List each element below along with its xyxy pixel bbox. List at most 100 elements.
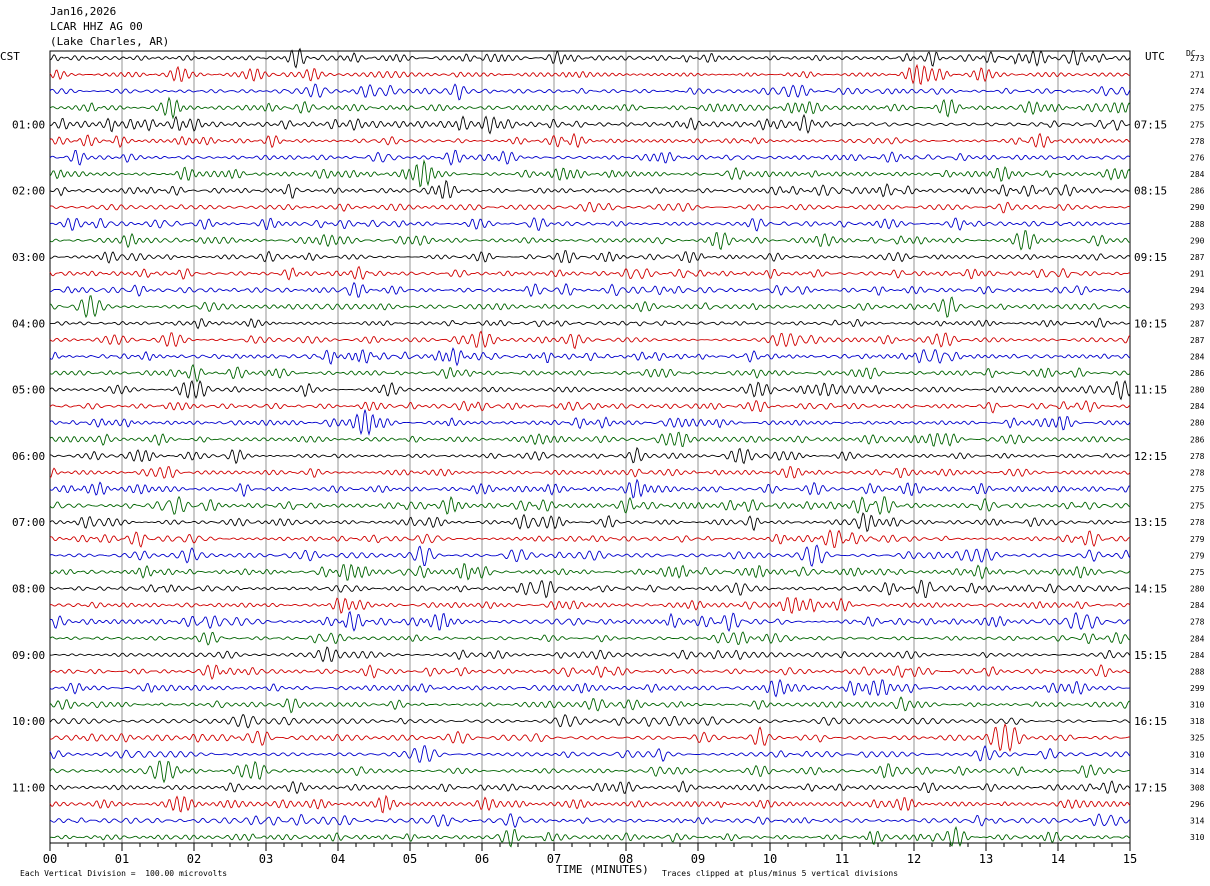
dc-offset-value: 287 <box>1190 336 1205 345</box>
trace-line <box>49 596 1131 615</box>
right-hour-label: 09:15 <box>1134 251 1167 264</box>
dc-offset-value: 276 <box>1190 153 1205 162</box>
x-tick-label: 03 <box>259 852 273 866</box>
trace-line <box>49 409 1131 436</box>
dc-offset-value: 293 <box>1190 303 1205 312</box>
left-hour-label: 08:00 <box>12 583 45 596</box>
trace-line <box>50 446 1131 465</box>
dc-offset-value: 318 <box>1190 717 1205 726</box>
dc-offset-value: 280 <box>1190 419 1205 428</box>
dc-offset-value: 278 <box>1190 518 1205 527</box>
trace-line <box>49 696 1131 714</box>
trace-line <box>49 631 1131 646</box>
trace-line <box>49 646 1131 663</box>
dc-offset-value: 284 <box>1190 651 1205 660</box>
x-tick-label: 12 <box>907 852 921 866</box>
dc-offset-value: 284 <box>1190 402 1205 411</box>
dc-offset-value: 308 <box>1190 783 1205 792</box>
dc-offset-value: 275 <box>1190 568 1205 577</box>
scale-note: Each Vertical Division = 100.00 microvol… <box>20 869 228 878</box>
dc-offset-value: 290 <box>1190 236 1205 245</box>
trace-line <box>49 760 1131 784</box>
trace-line <box>49 159 1131 188</box>
left-hour-label: 09:00 <box>12 649 45 662</box>
dc-offset-value: 280 <box>1190 585 1205 594</box>
trace-line <box>49 179 1131 199</box>
trace-line <box>49 512 1131 533</box>
trace-line <box>49 579 1131 599</box>
trace-line <box>49 201 1131 214</box>
date-label: Jan16,2026 <box>50 5 117 18</box>
left-timezone-label: CST <box>0 50 20 63</box>
x-tick-label: 00 <box>43 852 57 866</box>
right-hour-label: 17:15 <box>1134 781 1167 794</box>
dc-offset-value: 280 <box>1190 386 1205 395</box>
dc-offset-value: 314 <box>1190 767 1205 776</box>
x-tick-label: 11 <box>835 852 849 866</box>
trace-line <box>49 563 1131 581</box>
dc-offset-value: 275 <box>1190 104 1205 113</box>
dc-offset-value: 284 <box>1190 601 1205 610</box>
dc-offset-value: 287 <box>1190 319 1205 328</box>
trace-line <box>49 495 1131 516</box>
left-hour-label: 11:00 <box>12 781 45 794</box>
trace-line <box>49 113 1131 135</box>
trace-line <box>49 295 1131 319</box>
x-tick-label: 02 <box>187 852 201 866</box>
x-tick-label: 09 <box>691 852 705 866</box>
x-tick-label: 10 <box>763 852 777 866</box>
x-tick-label: 05 <box>403 852 417 866</box>
trace-line <box>49 380 1131 401</box>
dc-offset-value: 286 <box>1190 187 1205 196</box>
trace-line <box>49 96 1131 120</box>
dc-offset-value: 278 <box>1190 468 1205 477</box>
trace-line <box>49 825 1131 848</box>
trace-line <box>49 713 1131 729</box>
dc-offset-value: 274 <box>1190 87 1205 96</box>
trace-line <box>49 745 1131 763</box>
x-tick-label: 01 <box>115 852 129 866</box>
station-label: LCAR HHZ AG 00 <box>50 20 143 33</box>
trace-line <box>49 217 1131 232</box>
dc-offset-value: 271 <box>1190 71 1205 80</box>
trace-line <box>49 347 1131 367</box>
dc-offset-value: 275 <box>1190 502 1205 511</box>
dc-offset-value: 279 <box>1190 551 1205 560</box>
right-hour-label: 11:15 <box>1134 384 1167 397</box>
left-hour-label: 03:00 <box>12 251 45 264</box>
dc-offset-value: 278 <box>1190 618 1205 627</box>
x-tick-label: 13 <box>979 852 993 866</box>
dc-offset-value: 310 <box>1190 750 1205 759</box>
dc-offset-value: 273 <box>1190 54 1205 63</box>
trace-line <box>49 478 1131 499</box>
trace-line <box>49 230 1130 251</box>
location-label: (Lake Charles, AR) <box>50 35 170 48</box>
trace-line <box>49 47 1131 69</box>
trace-line <box>49 544 1131 567</box>
dc-offset-value: 288 <box>1190 220 1205 229</box>
dc-offset-value: 310 <box>1190 701 1205 710</box>
x-axis-title: TIME (MINUTES) <box>556 863 649 876</box>
trace-line <box>49 399 1131 414</box>
x-tick-label: 08 <box>619 852 633 866</box>
plot-frame <box>49 50 1131 844</box>
trace-line <box>49 63 1131 86</box>
dc-offset-header: DC <box>1186 49 1196 58</box>
trace-line <box>49 529 1131 549</box>
dc-offset-value: 294 <box>1190 286 1205 295</box>
x-tick-label: 14 <box>1051 852 1065 866</box>
dc-offset-value: 286 <box>1190 435 1205 444</box>
dc-offset-value: 288 <box>1190 667 1205 676</box>
left-hour-label: 10:00 <box>12 715 45 728</box>
right-hour-label: 08:15 <box>1134 185 1167 198</box>
trace-line <box>49 431 1131 448</box>
trace-line <box>49 149 1131 166</box>
left-hour-label: 07:00 <box>12 516 45 529</box>
right-hour-label: 12:15 <box>1134 450 1167 463</box>
right-hour-label: 16:15 <box>1134 715 1167 728</box>
dc-offset-value: 284 <box>1190 352 1205 361</box>
dc-offset-value: 291 <box>1190 270 1205 279</box>
left-hour-label: 04:00 <box>12 317 45 330</box>
